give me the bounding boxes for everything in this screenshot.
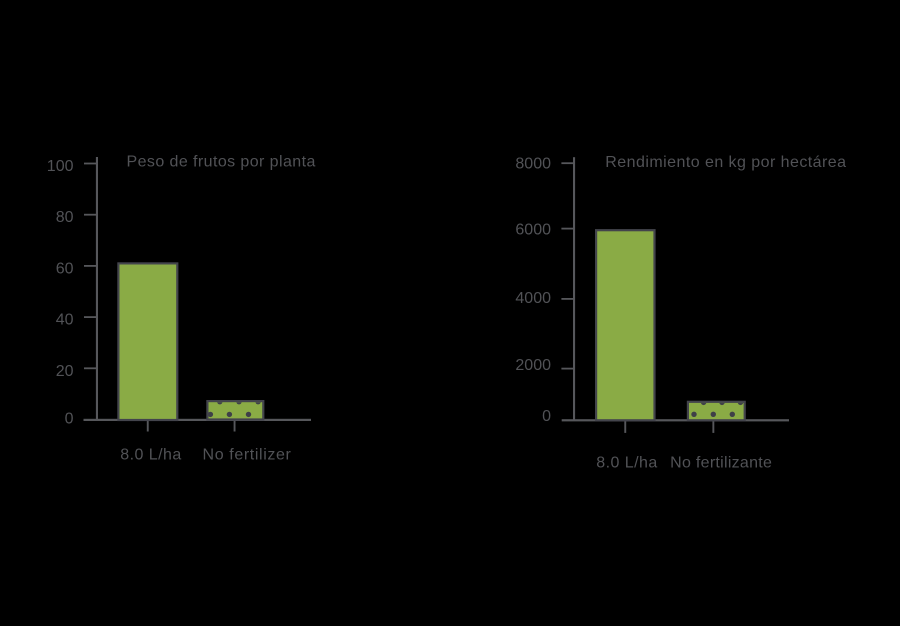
svg-text:Peso de frutos por planta: Peso de frutos por planta [127, 153, 316, 170]
svg-text:No fertilizante: No fertilizante [670, 455, 772, 472]
svg-text:8.0 L/ha: 8.0 L/ha [120, 447, 181, 464]
svg-text:0: 0 [65, 411, 74, 428]
svg-text:40: 40 [56, 312, 74, 329]
svg-text:20: 20 [56, 363, 74, 380]
svg-text:60: 60 [56, 260, 74, 277]
svg-text:80: 80 [56, 209, 74, 226]
svg-text:100: 100 [47, 158, 74, 175]
svg-text:No fertilizer: No fertilizer [203, 446, 292, 463]
svg-text:6000: 6000 [515, 221, 551, 238]
svg-text:4000: 4000 [515, 290, 551, 307]
svg-text:0: 0 [542, 408, 551, 425]
svg-text:8000: 8000 [515, 156, 551, 173]
svg-text:Rendimiento en kg por hectárea: Rendimiento en kg por hectárea [605, 154, 846, 171]
svg-text:2000: 2000 [515, 357, 551, 374]
svg-text:8.0 L/ha: 8.0 L/ha [596, 455, 657, 472]
